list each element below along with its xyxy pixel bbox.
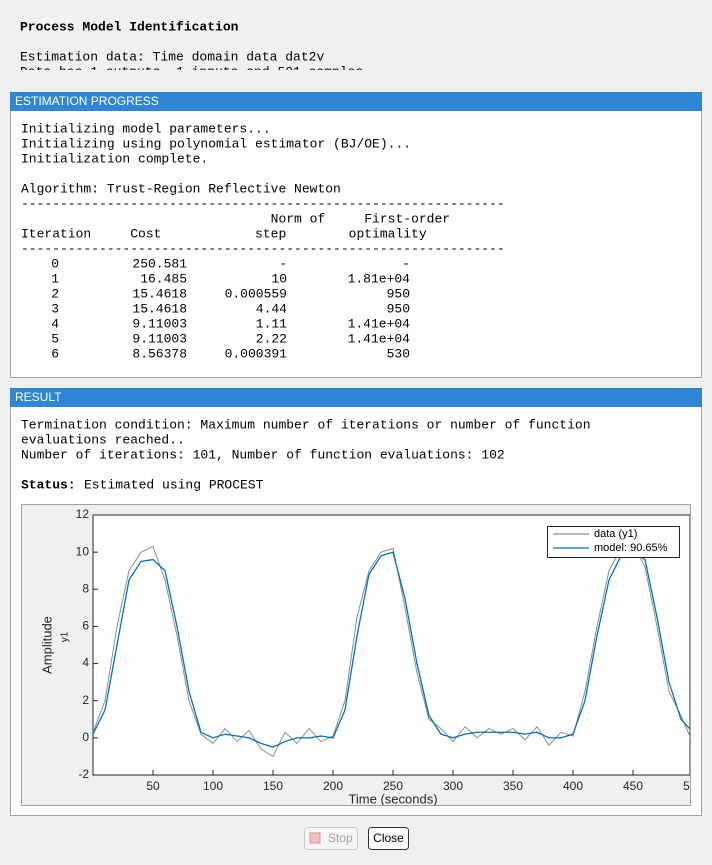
table-cell: 15.4618 <box>132 301 187 316</box>
status-label: Status: <box>21 477 76 492</box>
y-tick-label: 6 <box>82 619 89 633</box>
table-cell: 6 <box>51 346 59 361</box>
x-tick-label: 400 <box>563 779 583 793</box>
algorithm: Algorithm: Trust-Region Reflective Newto… <box>21 181 341 196</box>
plot-area <box>92 514 690 776</box>
rule: ----------------------------------------… <box>21 241 505 256</box>
table-cell: 3 <box>51 301 59 316</box>
series-line <box>93 542 690 758</box>
x-tick-label: 250 <box>383 779 403 793</box>
table-cell: 1.11 <box>256 316 287 331</box>
x-tick-label: 500 <box>683 779 703 793</box>
table-cell: 2.22 <box>256 331 287 346</box>
table-cell: 2 <box>51 286 59 301</box>
header-line: Data has 1 outputs, 1 inputs and 501 sam… <box>20 64 371 79</box>
y-tick-label: 10 <box>76 544 90 558</box>
status: Estimated using PROCEST <box>84 477 264 492</box>
table-cell: 8.56378 <box>132 346 187 361</box>
result-line: Termination condition: Maximum number of… <box>21 417 591 432</box>
table-cell: - <box>402 256 410 271</box>
y-tick-label: -2 <box>78 767 89 781</box>
table-cell: 16.485 <box>140 271 187 286</box>
header-bg <box>0 0 712 84</box>
series-line <box>93 551 690 748</box>
table-cell: 9.11003 <box>132 316 187 331</box>
rule: ----------------------------------------… <box>21 196 505 211</box>
x-tick-label: 200 <box>323 779 343 793</box>
table-cell: 1 <box>51 271 59 286</box>
result-title: RESULT <box>15 390 62 404</box>
table-cell: 950 <box>387 301 410 316</box>
chart: -2 0 2 4 6 8 10 12 50 100 150 200 250 300 350 400 450 500… <box>39 507 703 806</box>
x-tick-label: 450 <box>623 779 643 793</box>
x-axis-label: Time (seconds) <box>348 791 437 806</box>
table-cell: 4 <box>51 316 59 331</box>
plot-lines <box>93 542 690 758</box>
table-cell: 1.81e+04 <box>348 271 411 286</box>
stop-label: Stop <box>328 831 353 845</box>
progress-line: Initializing model parameters... <box>21 121 271 136</box>
table-cell: 950 <box>387 286 410 301</box>
table-header: Norm of First-order <box>21 211 450 226</box>
progress-line: Initializing using polynomial estimator … <box>21 136 411 151</box>
progress-title: ESTIMATION PROGRESS <box>15 94 159 108</box>
table-cell: 10 <box>271 271 287 286</box>
x-tick-label: 50 <box>146 779 160 793</box>
legend-label: data (y1) <box>594 528 637 540</box>
table-cell: 530 <box>387 346 410 361</box>
x-tick-label: 350 <box>503 779 523 793</box>
y-axis-sublabel: y1 <box>60 631 71 642</box>
table-cell: 9.11003 <box>132 331 187 346</box>
progress-title-bar <box>10 92 702 111</box>
table-cell: 5 <box>51 331 59 346</box>
table-cell: 0.000391 <box>225 346 288 361</box>
x-tick-label: 150 <box>263 779 283 793</box>
result-title-bar <box>10 388 702 407</box>
table-cell: - <box>279 256 287 271</box>
progress-line: Initialization complete. <box>21 151 208 166</box>
header-title: Process Model Identification <box>20 19 239 34</box>
x-tick-label: 300 <box>443 779 463 793</box>
close-label[interactable]: Close <box>373 831 404 845</box>
table-cell: 1.41e+04 <box>348 316 411 331</box>
legend-label: model: 90.65% <box>594 542 668 554</box>
result-line: Number of iterations: 101, Number of fun… <box>21 447 505 462</box>
progress-panel <box>10 92 702 378</box>
close-button[interactable] <box>368 827 409 850</box>
y-tick-label: 2 <box>82 693 89 707</box>
y-tick-label: 4 <box>82 656 89 670</box>
y-tick-label: 0 <box>82 730 89 744</box>
y-axis-label: Amplitude <box>39 616 54 674</box>
x-tick-label: 100 <box>203 779 223 793</box>
table-header: Iteration Cost step optimality <box>21 226 427 241</box>
result-line: evaluations reached.. <box>21 432 185 447</box>
legend <box>547 526 680 558</box>
table-cell: 250.581 <box>132 256 187 271</box>
table-cell: 0 <box>51 256 59 271</box>
table-cell: 0.000559 <box>225 286 287 301</box>
table-cell: 1.41e+04 <box>348 331 411 346</box>
y-tick-label: 8 <box>82 581 89 595</box>
stop-icon <box>309 832 321 844</box>
table-cell: 4.44 <box>256 301 287 316</box>
y-tick-label: 12 <box>76 507 90 521</box>
header-line: Estimation data: Time domain data dat2v <box>20 49 324 64</box>
table-cell: 15.4618 <box>132 286 187 301</box>
